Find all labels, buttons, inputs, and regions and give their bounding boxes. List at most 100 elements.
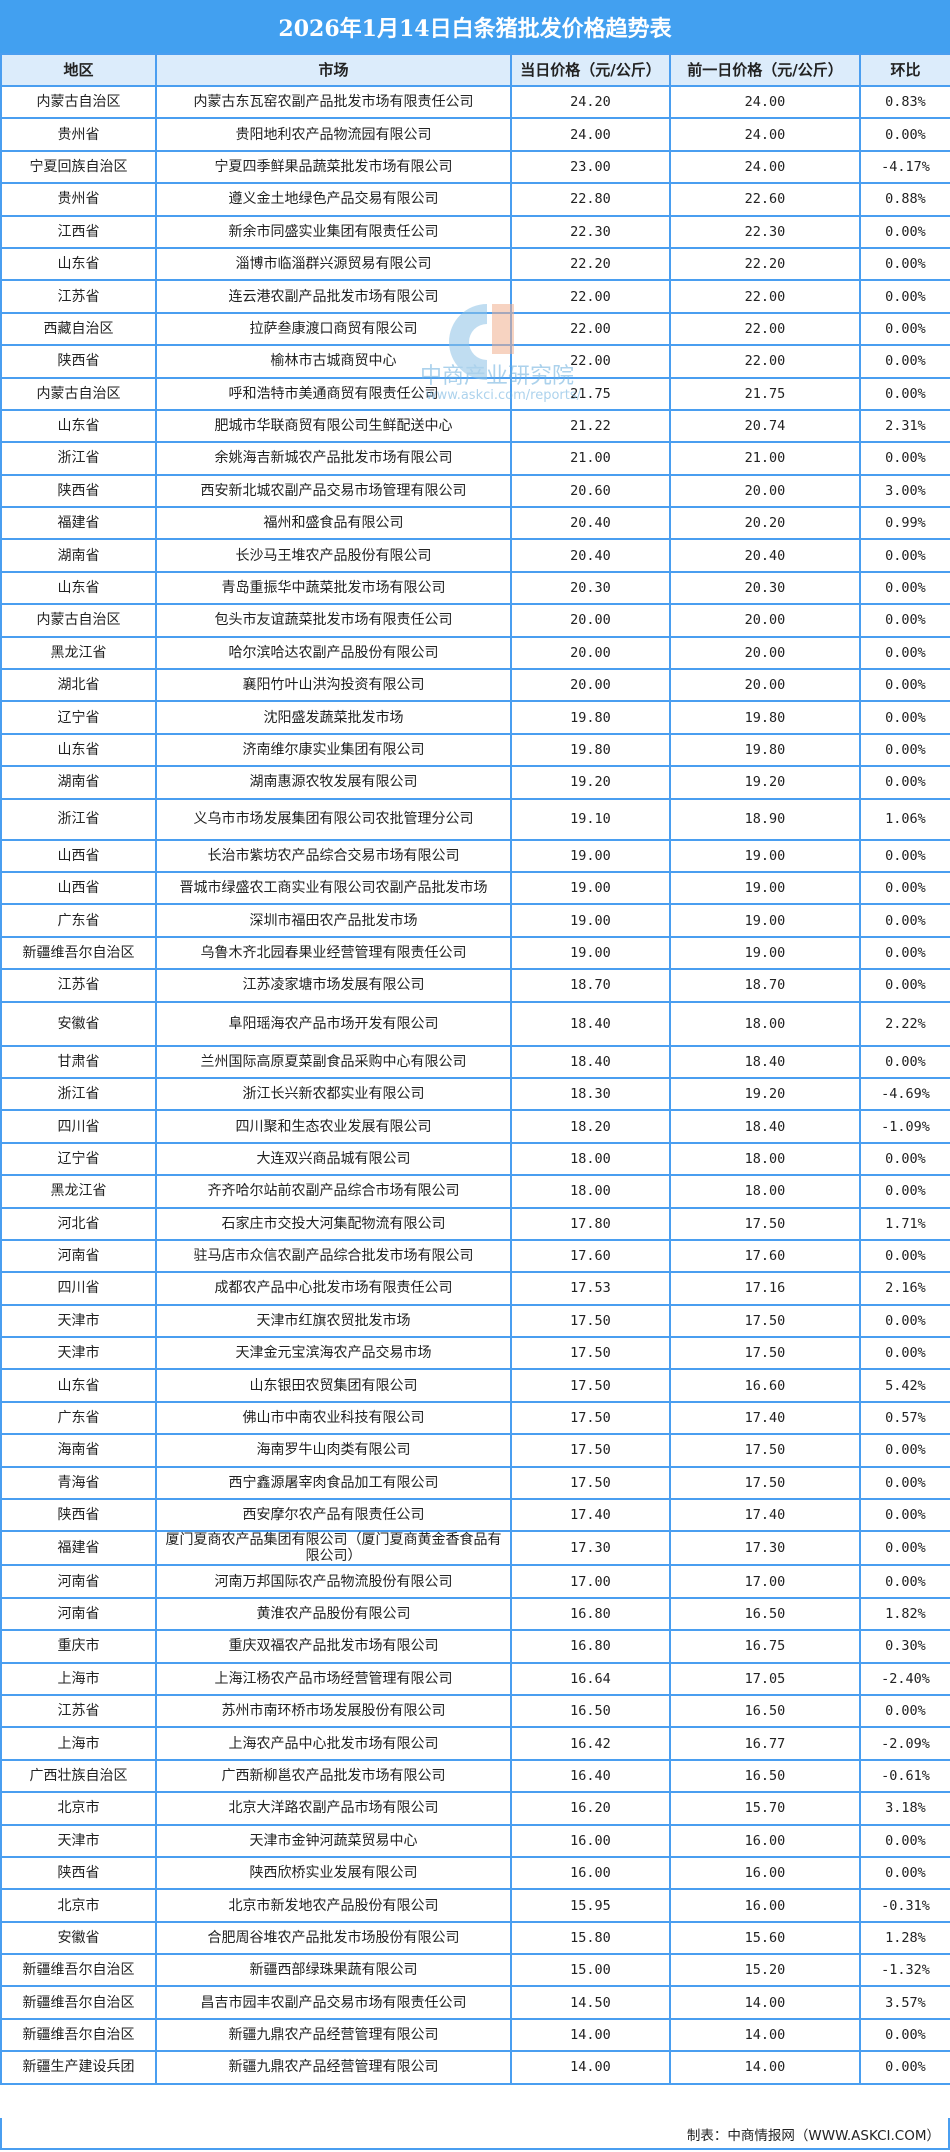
cell-region: 黑龙江省 <box>0 635 157 671</box>
cell-change: 0.99% <box>859 506 950 541</box>
cell-today-price: 17.53 <box>510 1271 671 1306</box>
cell-prev-price: 24.00 <box>669 117 861 152</box>
cell-market: 陕西欣桥实业发展有限公司 <box>155 1855 512 1891</box>
cell-change: 3.57% <box>859 1985 950 2020</box>
table-row: 山东省 肥城市华联商贸有限公司生鲜配送中心 21.22 20.74 2.31% <box>0 408 950 444</box>
cell-region: 山东省 <box>0 246 157 282</box>
cell-today-price: 16.00 <box>510 1855 671 1891</box>
cell-prev-price: 18.00 <box>669 1174 861 1209</box>
cell-region: 山西省 <box>0 838 157 873</box>
cell-prev-price: 16.75 <box>669 1629 861 1664</box>
table-row: 辽宁省 沈阳盛发蔬菜批发市场 19.80 19.80 0.00% <box>0 700 950 735</box>
table-row: 天津市 天津金元宝滨海农产品交易市场 17.50 17.50 0.00% <box>0 1336 950 1371</box>
cell-change: 0.00% <box>859 570 950 606</box>
table-row: 陕西省 西安摩尔农产品有限责任公司 17.40 17.40 0.00% <box>0 1498 950 1533</box>
cell-change: 0.00% <box>859 668 950 703</box>
cell-change: -1.32% <box>859 1953 950 1988</box>
cell-market: 合肥周谷堆农产品批发市场股份有限公司 <box>155 1920 512 1956</box>
table-title: 2026年1月14日白条猪批发价格趋势表 <box>0 0 950 53</box>
cell-region: 宁夏回族自治区 <box>0 149 157 185</box>
table-row: 内蒙古自治区 包头市友谊蔬菜批发市场有限责任公司 20.00 20.00 0.00% <box>0 603 950 638</box>
cell-region: 天津市 <box>0 1303 157 1339</box>
cell-today-price: 19.00 <box>510 838 671 873</box>
table-row: 湖北省 襄阳竹叶山洪沟投资有限公司 20.00 20.00 0.00% <box>0 668 950 703</box>
cell-prev-price: 24.00 <box>669 84 861 120</box>
cell-change: 0.00% <box>859 1465 950 1501</box>
cell-region: 江苏省 <box>0 279 157 314</box>
cell-market: 西安新北城农副产品交易市场管理有限公司 <box>155 473 512 509</box>
table-row: 上海市 上海江杨农产品市场经营管理有限公司 16.64 17.05 -2.40% <box>0 1661 950 1696</box>
cell-today-price: 16.20 <box>510 1791 671 1826</box>
cell-change: 0.00% <box>859 1044 950 1079</box>
cell-market: 浙江长兴新农都实业有限公司 <box>155 1076 512 1112</box>
cell-market: 新疆西部绿珠果蔬有限公司 <box>155 1953 512 1988</box>
cell-market: 乌鲁木齐北园春果业经营管理有限责任公司 <box>155 935 512 971</box>
cell-today-price: 17.30 <box>510 1530 671 1567</box>
cell-market: 成都农产品中心批发市场有限责任公司 <box>155 1271 512 1306</box>
cell-market: 黄淮农产品股份有限公司 <box>155 1596 512 1632</box>
cell-change: 0.00% <box>859 870 950 906</box>
cell-region: 河南省 <box>0 1596 157 1632</box>
cell-change: 0.00% <box>859 765 950 800</box>
cell-prev-price: 21.75 <box>669 376 861 411</box>
price-table: 地区 市场 当日价格（元/公斤） 前一日价格（元/公斤） 环比 内蒙古自治区 内蒙… <box>0 53 950 2085</box>
cell-region: 江西省 <box>0 214 157 249</box>
cell-prev-price: 16.50 <box>669 1758 861 1794</box>
cell-today-price: 22.00 <box>510 311 671 347</box>
cell-today-price: 15.00 <box>510 1953 671 1988</box>
cell-change: 0.00% <box>859 603 950 638</box>
cell-market: 大连双兴商品城有限公司 <box>155 1141 512 1177</box>
cell-prev-price: 20.00 <box>669 473 861 509</box>
cell-region: 山东省 <box>0 570 157 606</box>
cell-region: 北京市 <box>0 1791 157 1826</box>
cell-market: 广西新柳邕农产品批发市场有限公司 <box>155 1758 512 1794</box>
table-row: 四川省 成都农产品中心批发市场有限责任公司 17.53 17.16 2.16% <box>0 1271 950 1306</box>
cell-today-price: 18.20 <box>510 1109 671 1144</box>
cell-today-price: 20.60 <box>510 473 671 509</box>
cell-region: 上海市 <box>0 1661 157 1696</box>
cell-market: 拉萨叁康渡口商贸有限公司 <box>155 311 512 347</box>
cell-prev-price: 22.00 <box>669 279 861 314</box>
cell-prev-price: 18.40 <box>669 1109 861 1144</box>
cell-prev-price: 17.30 <box>669 1530 861 1567</box>
cell-today-price: 16.42 <box>510 1726 671 1761</box>
cell-today-price: 20.00 <box>510 668 671 703</box>
cell-market: 海南罗牛山肉类有限公司 <box>155 1433 512 1468</box>
cell-change: -0.31% <box>859 1888 950 1923</box>
cell-today-price: 15.95 <box>510 1888 671 1923</box>
table-row: 北京市 北京市新发地农产品股份有限公司 15.95 16.00 -0.31% <box>0 1888 950 1923</box>
cell-prev-price: 19.00 <box>669 838 861 873</box>
cell-change: 0.00% <box>859 1498 950 1533</box>
cell-market: 连云港农副产品批发市场有限公司 <box>155 279 512 314</box>
cell-today-price: 20.00 <box>510 635 671 671</box>
table-row: 辽宁省 大连双兴商品城有限公司 18.00 18.00 0.00% <box>0 1141 950 1177</box>
cell-today-price: 17.00 <box>510 1564 671 1599</box>
cell-region: 山东省 <box>0 408 157 444</box>
table-row: 陕西省 榆林市古城商贸中心 22.00 22.00 0.00% <box>0 344 950 379</box>
cell-change: 0.00% <box>859 2017 950 2053</box>
table-row: 福建省 福州和盛食品有限公司 20.40 20.20 0.99% <box>0 506 950 541</box>
cell-change: 0.00% <box>859 441 950 476</box>
cell-market: 西安摩尔农产品有限责任公司 <box>155 1498 512 1533</box>
cell-prev-price: 18.90 <box>669 797 861 841</box>
table-row: 黑龙江省 哈尔滨哈达农副产品股份有限公司 20.00 20.00 0.00% <box>0 635 950 671</box>
cell-prev-price: 17.50 <box>669 1465 861 1501</box>
table-row: 浙江省 余姚海吉新城农产品批发市场有限公司 21.00 21.00 0.00% <box>0 441 950 476</box>
table-row: 陕西省 西安新北城农副产品交易市场管理有限公司 20.60 20.00 3.00% <box>0 473 950 509</box>
cell-today-price: 19.00 <box>510 903 671 938</box>
table-row: 湖南省 湖南惠源农牧发展有限公司 19.20 19.20 0.00% <box>0 765 950 800</box>
cell-change: 0.00% <box>859 635 950 671</box>
cell-change: 1.06% <box>859 797 950 841</box>
cell-region: 海南省 <box>0 1433 157 1468</box>
table-row: 河北省 石家庄市交投大河集配物流有限公司 17.80 17.50 1.71% <box>0 1206 950 1241</box>
cell-prev-price: 19.20 <box>669 1076 861 1112</box>
cell-region: 新疆维吾尔自治区 <box>0 2017 157 2053</box>
cell-change: 1.71% <box>859 1206 950 1241</box>
table-row: 贵州省 贵阳地利农产品物流园有限公司 24.00 24.00 0.00% <box>0 117 950 152</box>
cell-region: 内蒙古自治区 <box>0 84 157 120</box>
cell-prev-price: 18.00 <box>669 1141 861 1177</box>
cell-today-price: 17.50 <box>510 1433 671 1468</box>
cell-today-price: 19.00 <box>510 870 671 906</box>
cell-today-price: 14.00 <box>510 2050 671 2085</box>
source-note: 制表：中商情报网（WWW.ASKCI.COM） <box>686 2128 940 2144</box>
